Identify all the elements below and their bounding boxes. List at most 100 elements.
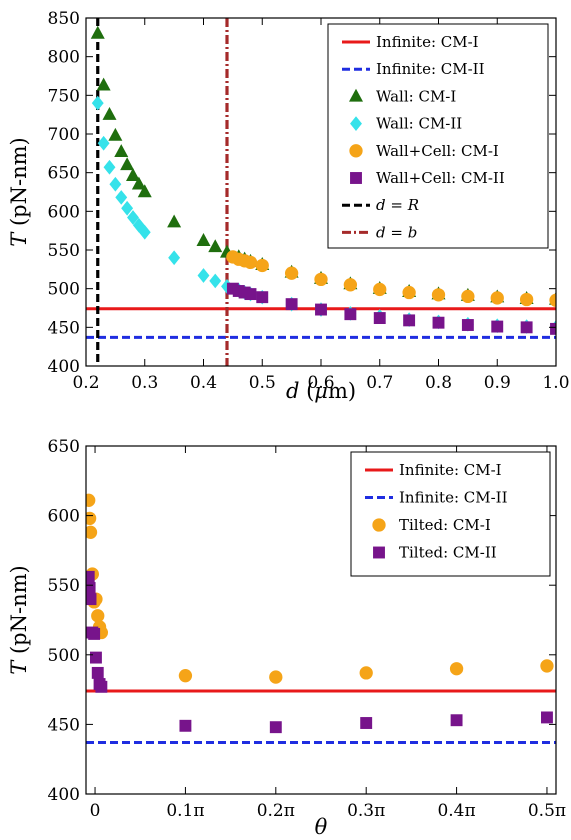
top-point-wall-cm-i (114, 144, 129, 158)
top-x-tick-label: 0.3 (131, 373, 158, 393)
bottom-y-tick-label: 600 (48, 507, 80, 527)
bottom-point-tilted-cm-i (540, 659, 554, 673)
bottom-y-axis-label: T (pN-nm) (7, 565, 31, 674)
top-point-wall-cell-cm-i (431, 288, 446, 302)
top-point-wall-cm-i (90, 25, 105, 39)
top-point-wall-cm-i (137, 184, 152, 198)
top-point-wall-cm-ii (132, 217, 145, 233)
top-y-tick-label: 700 (48, 125, 80, 145)
top-y-tick-label: 450 (48, 318, 80, 338)
top-y-tick-label: 650 (48, 164, 80, 184)
bottom-y-tick-label: 550 (48, 576, 80, 596)
top-point-wall-cell-cm-ii (491, 320, 504, 333)
top-point-wall-cm-ii (109, 176, 122, 192)
bottom-point-tilted-cm-ii (95, 680, 108, 693)
top-point-wall-cm-i (96, 77, 111, 91)
bottom-point-tilted-cm-ii (541, 711, 553, 724)
bottom-x-tick-label: 0.2π (257, 801, 295, 821)
top-legend-label: Infinite: CM-I (376, 33, 479, 51)
bottom-axis-ticks: 0 0.1π 0.2π 0.3π 0.4π 0.5π 400 450 500 550 600 650 (48, 437, 567, 821)
bottom-point-tilted-cm-ii (86, 570, 95, 583)
bottom-legend-label: Tilted: CM-II (399, 544, 497, 562)
bottom-point-tilted-cm-ii (450, 714, 463, 727)
top-point-wall-cell-cm-ii (244, 288, 257, 301)
top-point-wall-cell-cm-ii (550, 322, 556, 335)
top-y-tick-label: 600 (48, 202, 80, 222)
top-point-wall-cm-ii (91, 95, 104, 111)
top-legend-entry: Wall: CM-I (349, 87, 456, 105)
bottom-point-tilted-cm-i (269, 670, 283, 684)
bottom-point-tilted-cm-ii (86, 593, 97, 606)
bottom-x-tick-label: 0.5π (528, 801, 566, 821)
bottom-legend-entry: Tilted: CM-I (372, 516, 491, 534)
bottom-legend-entry: Tilted: CM-II (373, 544, 497, 562)
top-point-wall-cm-ii (168, 250, 181, 266)
top-point-wall-cm-i (102, 106, 117, 120)
bottom-x-tick-label: 0.1π (166, 801, 204, 821)
top-legend-box (327, 23, 549, 249)
top-legend-entry: d = R (342, 196, 419, 214)
bottom-point-tilted-cm-i (359, 666, 373, 680)
top-legend-entry: Infinite: CM-II (342, 60, 485, 78)
top-legend-label: Infinite: CM-II (376, 60, 485, 78)
bottom-legend-label: Infinite: CM-I (399, 461, 502, 479)
top-legend-label: Wall+Cell: CM-II (376, 169, 505, 187)
bottom-y-tick-label: 450 (48, 715, 80, 735)
top-axis-ticks: 0.2 0.3 0.4 0.5 0.6 0.7 0.8 0.9 1.0 400 450 500 550 6… (48, 9, 570, 393)
top-chart-panel: 0.2 0.3 0.4 0.5 0.6 0.7 0.8 0.9 1.0 400 450 500 550 6… (7, 9, 570, 403)
top-legend-label: Wall: CM-II (376, 115, 462, 133)
bottom-y-tick-label: 500 (48, 646, 80, 666)
bottom-x-tick-label: 0.4π (437, 801, 475, 821)
bottom-point-tilted-cm-ii (89, 651, 102, 664)
bottom-legend-label: Infinite: CM-II (399, 489, 508, 507)
top-point-wall-cm-i (196, 233, 211, 246)
top-legend-entry: Wall+Cell: CM-II (350, 169, 505, 187)
bottom-y-tick-label: 650 (48, 437, 80, 457)
top-point-wall-cm-i (126, 168, 140, 182)
top-legend-label: d = b (376, 223, 417, 241)
top-legend-entry: Infinite: CM-I (342, 33, 479, 51)
top-point-wall-cm-ii (121, 200, 134, 216)
bottom-point-tilted-cm-i (178, 669, 193, 683)
top-chart-legend: Infinite: CM-I Infinite: CM-II Wall: CM-I W… (327, 23, 549, 249)
bottom-point-tilted-cm-i (91, 609, 105, 623)
top-x-tick-label: 0.9 (484, 373, 511, 393)
bottom-x-tick-label: 0 (90, 801, 101, 821)
top-point-wall-cm-i (120, 157, 135, 171)
top-point-wall-cell-cm-ii (461, 319, 474, 331)
bottom-point-tilted-cm-ii (269, 721, 282, 734)
bottom-point-tilted-cm-ii (86, 582, 96, 594)
top-y-tick-label: 400 (48, 357, 80, 377)
top-point-wall-cm-ii (209, 273, 222, 289)
top-legend-marker-swatch (350, 172, 362, 184)
top-y-tick-label: 800 (48, 48, 80, 68)
top-legend-label: Wall: CM-I (376, 87, 456, 105)
top-point-wall-cm-i (167, 214, 182, 228)
top-point-wall-cell-cm-i (549, 293, 556, 307)
top-x-tick-label: 0.8 (425, 373, 452, 393)
bottom-chart-marks (86, 493, 556, 744)
top-point-wall-cm-ii (103, 159, 116, 175)
bottom-chart-panel: 0 0.1π 0.2π 0.3π 0.4π 0.5π400450500550600650 … (7, 437, 566, 839)
top-legend-entry: Wall: CM-II (350, 115, 462, 133)
bottom-plot-frame (85, 445, 557, 795)
top-point-wall-cell-cm-ii (285, 298, 298, 311)
top-point-wall-cell-cm-ii (403, 314, 416, 327)
top-point-wall-cell-cm-ii (256, 291, 269, 304)
top-point-wall-cell-cm-i (402, 285, 416, 300)
top-point-wall-cm-ii (138, 224, 151, 240)
top-point-wall-cell-cm-ii (344, 308, 357, 321)
top-x-tick-label: 0.2 (72, 373, 99, 393)
top-legend-label: d = R (376, 196, 419, 214)
top-y-tick-label: 750 (48, 86, 80, 106)
bottom-legend-entry: Infinite: CM-I (365, 461, 502, 479)
top-series-wall-cell-cm-ii (226, 282, 556, 335)
bottom-legend-entry: Infinite: CM-II (365, 489, 508, 507)
bottom-legend-label: Tilted: CM-I (399, 516, 491, 534)
bottom-chart-legend: Infinite: CM-I Infinite: CM-II Tilted: CM-… (350, 451, 551, 577)
top-series-wall-cell-cm-i (226, 250, 556, 307)
top-legend-marker-swatch (350, 116, 362, 131)
top-point-wall-cell-cm-ii (315, 303, 327, 316)
top-point-wall-cm-ii (197, 268, 210, 283)
